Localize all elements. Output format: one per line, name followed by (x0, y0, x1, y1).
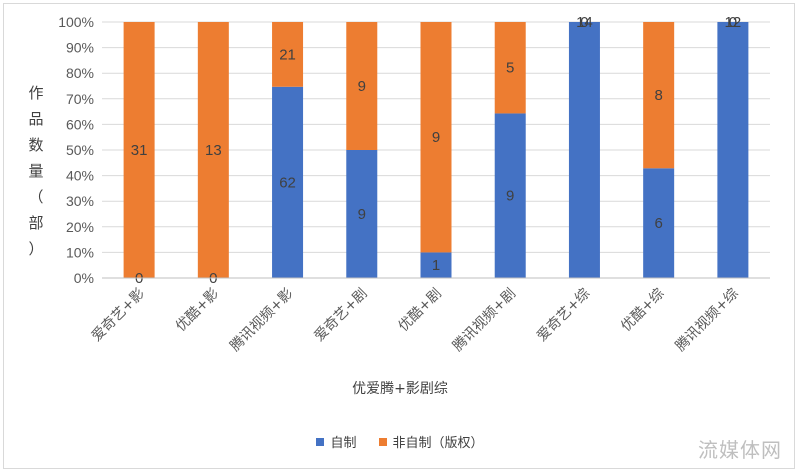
y-tick-label: 40% (66, 168, 94, 184)
y-tick-label: 60% (66, 116, 94, 132)
bar-licensed (197, 22, 229, 278)
chart-frame (3, 3, 795, 469)
y-tick-label: 80% (66, 65, 94, 81)
x-tick-label: 优酷+综 (618, 286, 667, 335)
data-label-self-made: 14 (576, 14, 593, 31)
y-tick-label: 90% (66, 40, 94, 56)
data-label-licensed: 0 (729, 14, 737, 31)
data-label-self-made: 62 (279, 174, 296, 191)
bar-licensed (272, 22, 304, 87)
data-label-self-made: 9 (358, 206, 366, 223)
x-tick-label: 腾讯视频+影 (227, 285, 297, 355)
y-axis-title-char: 数 (28, 136, 44, 154)
y-tick-label: 10% (66, 244, 94, 260)
legend-item-self-made: 自制 (316, 432, 357, 451)
data-label-licensed: 21 (279, 46, 296, 63)
data-label-self-made: 1 (432, 257, 440, 274)
watermark: 流媒体网 (698, 438, 782, 462)
x-tick-label: 爱奇艺+剧 (311, 285, 371, 345)
legend-label-licensed: 非自制（版权） (392, 436, 484, 451)
data-label-licensed: 9 (432, 129, 440, 146)
y-tick-label: 30% (66, 193, 94, 209)
legend-item-licensed: 非自制（版权） (378, 432, 484, 451)
data-label-licensed: 0 (580, 14, 588, 31)
x-tick-label: 爱奇艺+综 (533, 285, 593, 345)
legend-swatch-self-made (316, 437, 325, 446)
y-axis-title-char: 作 (28, 84, 44, 102)
bar-self-made (420, 252, 452, 278)
x-tick-label: 腾讯视频+综 (672, 285, 742, 355)
y-axis-title-char: 量 (28, 162, 44, 180)
bar-self-made (494, 113, 526, 278)
y-tick-label: 70% (66, 91, 94, 107)
bar-self-made (568, 22, 600, 278)
x-tick-label: 优酷+影 (173, 286, 222, 335)
y-axis-title-char: （ (28, 188, 44, 206)
legend-swatch-licensed (378, 437, 387, 446)
x-tick-label: 优酷+剧 (396, 286, 445, 335)
bar-licensed (123, 22, 155, 278)
y-tick-label: 50% (66, 142, 94, 158)
data-label-licensed: 5 (506, 60, 514, 77)
bar-self-made (272, 86, 304, 278)
bar-licensed (494, 22, 526, 114)
data-label-licensed: 31 (131, 142, 148, 159)
y-tick-label: 20% (66, 219, 94, 235)
x-tick-label: 爱奇艺+影 (88, 285, 148, 345)
bar-self-made (717, 22, 749, 278)
data-label-self-made: 12 (725, 14, 742, 31)
y-axis-title-char: ） (28, 240, 44, 258)
data-label-licensed: 13 (205, 142, 222, 159)
data-label-licensed: 8 (654, 87, 662, 104)
legend-label-self-made: 自制 (330, 436, 357, 451)
y-axis-title: 作品数量 （ 部 ） (24, 80, 48, 262)
y-tick-label: 100% (58, 14, 94, 30)
legend: 自制 非自制（版权） (0, 432, 800, 451)
bar-self-made (643, 168, 675, 278)
bar-licensed (643, 22, 675, 169)
x-axis-title: 优爱腾+影剧综 (352, 381, 448, 397)
data-label-self-made: 9 (506, 188, 514, 205)
bar-licensed (346, 22, 378, 150)
data-label-licensed: 9 (358, 78, 366, 95)
y-tick-label: 0% (74, 270, 94, 286)
bar-self-made (346, 150, 378, 278)
y-axis-title-char: 部 (28, 214, 44, 232)
data-label-self-made: 6 (654, 215, 662, 232)
bar-licensed (420, 22, 452, 253)
x-tick-label: 腾讯视频+剧 (449, 285, 519, 355)
y-axis-title-char: 品 (28, 110, 44, 128)
